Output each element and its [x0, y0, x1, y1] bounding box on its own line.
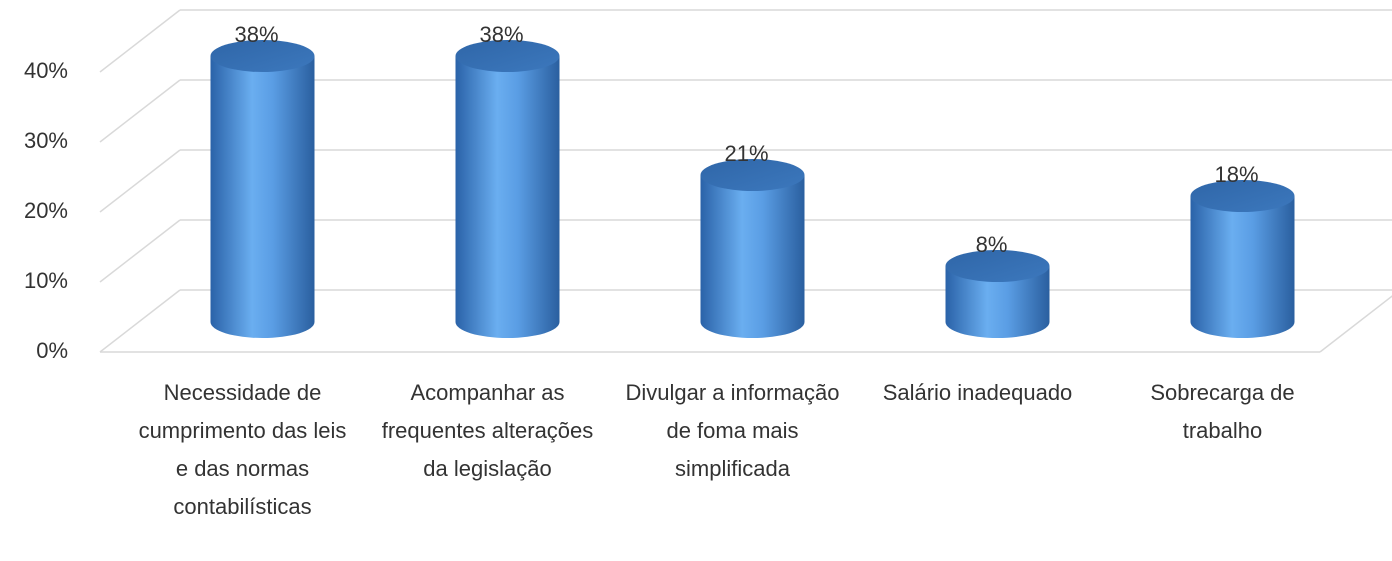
- cylinder-top: [455, 40, 560, 72]
- floor-right-edge: [1319, 295, 1392, 353]
- bar: [700, 159, 805, 338]
- cylinder-top: [1190, 180, 1295, 212]
- bar: [455, 40, 560, 338]
- grid-line-side: [99, 79, 181, 143]
- x-tick-label: Divulgar a informação de foma mais simpl…: [625, 380, 840, 481]
- x-tick-label: Salário inadequado: [882, 380, 1073, 405]
- grid-line-side: [99, 289, 181, 353]
- cylinder-top: [700, 159, 805, 191]
- value-label: 18%: [1214, 162, 1258, 187]
- value-label: 38%: [479, 22, 523, 47]
- cylinder-body: [1190, 196, 1295, 338]
- grid-line-side: [99, 219, 181, 283]
- x-tick-label: Acompanhar as frequentes alterações da l…: [381, 380, 594, 481]
- cylinder-body: [210, 56, 315, 338]
- cylinder-top: [210, 40, 315, 72]
- x-tick-label: Necessidade de cumprimento das leis e da…: [138, 380, 347, 519]
- value-label: 38%: [234, 22, 278, 47]
- y-tick-label: 30%: [24, 128, 68, 153]
- bar: [210, 40, 315, 338]
- cylinder-body: [945, 266, 1050, 338]
- value-label: 8%: [976, 232, 1008, 257]
- value-label: 21%: [724, 141, 768, 166]
- y-tick-label: 40%: [24, 58, 68, 83]
- y-tick-label: 10%: [24, 268, 68, 293]
- grid-line-side: [99, 149, 181, 213]
- cylinder-body: [700, 175, 805, 338]
- cylinder-body: [455, 56, 560, 338]
- x-tick-label: Sobrecarga de trabalho: [1150, 380, 1295, 443]
- cylinder-top: [945, 250, 1050, 282]
- y-tick-label: 20%: [24, 198, 68, 223]
- bar: [1190, 180, 1295, 338]
- grid-line-side: [99, 9, 181, 73]
- y-tick-label: 0%: [36, 338, 68, 363]
- bar: [945, 250, 1050, 338]
